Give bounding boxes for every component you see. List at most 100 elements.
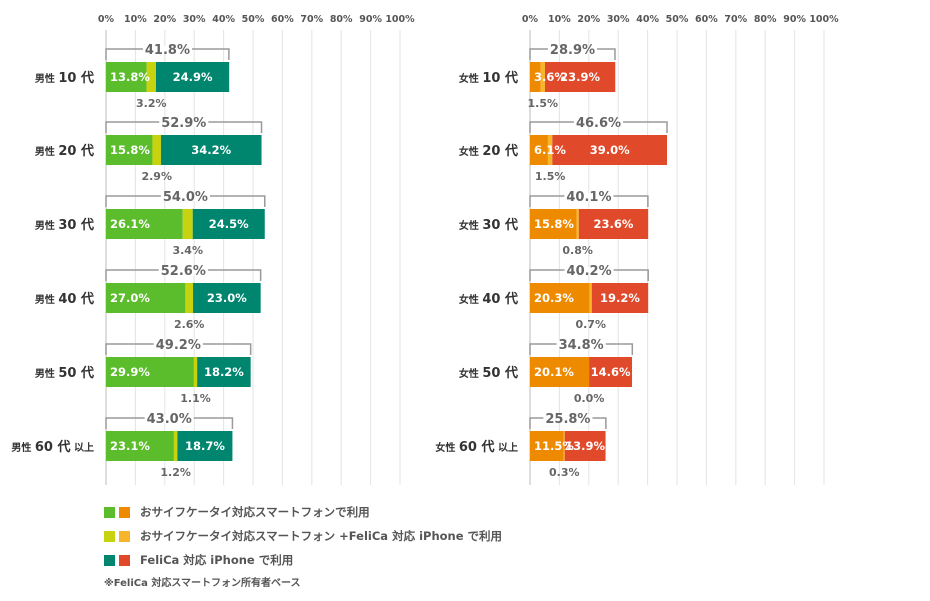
female-total-label: 34.8% xyxy=(559,338,604,353)
female-chart-panel: 0% 10% 20% 30% 40% 50% 60% 70% 80% 90% 100% 女性 10 代… xyxy=(435,14,839,485)
female-data-label: 39.0% xyxy=(590,143,630,157)
legend-swatch-female-smartphone xyxy=(119,506,130,518)
male-total-label-bg xyxy=(158,267,208,275)
male-total-label: 54.0% xyxy=(163,190,208,205)
female-bar-segment xyxy=(589,283,592,313)
female-bar-segment xyxy=(576,209,579,239)
male-bar-segment xyxy=(106,135,153,165)
male-bar-segment xyxy=(193,283,261,313)
male-category-label: 男性 40 代 xyxy=(35,291,94,307)
male-category-label: 男性 10 代 xyxy=(35,70,94,86)
female-x-tick-label: 80% xyxy=(754,14,777,25)
female-data-label: 14.6% xyxy=(591,365,631,379)
male-data-label: 18.2% xyxy=(204,365,244,379)
female-data-label: 6.1% xyxy=(534,143,566,157)
female-x-tick-label: 50% xyxy=(666,14,689,25)
male-x-tick-label: 30% xyxy=(183,14,206,25)
female-data-label: 3.6% xyxy=(534,70,566,84)
female-data-label: 13.9% xyxy=(565,439,605,453)
female-bar-segment xyxy=(530,209,577,239)
male-total-label-bg xyxy=(142,46,193,54)
male-x-tick-label: 70% xyxy=(300,14,323,25)
male-data-label: 24.9% xyxy=(173,70,213,84)
legend-swatch-male-both xyxy=(104,530,115,542)
male-x-tick-label: 20% xyxy=(153,14,176,25)
male-category-label: 男性 50 代 xyxy=(35,365,94,381)
legend-swatch-female-iphone xyxy=(119,554,130,566)
female-bar-segment xyxy=(589,357,633,387)
male-total-label: 52.6% xyxy=(161,264,206,279)
female-bar-segment xyxy=(530,135,548,165)
female-data-label: 23.6% xyxy=(594,217,634,231)
legend-swatch-male-iphone xyxy=(104,554,115,566)
female-total-label-bg xyxy=(564,193,614,201)
female-total-label: 28.9% xyxy=(550,43,595,58)
male-category-label: 男性 60 代 以上 xyxy=(11,439,94,455)
male-x-tick-label: 10% xyxy=(124,14,147,25)
female-data-label: 23.9% xyxy=(560,70,600,84)
female-total-label: 40.1% xyxy=(566,190,611,205)
male-data-label: 2.9% xyxy=(141,170,172,183)
female-data-label: 0.8% xyxy=(562,244,593,257)
female-bar-segment xyxy=(540,62,545,92)
male-bar-segment xyxy=(182,209,193,239)
male-data-label: 27.0% xyxy=(110,291,150,305)
female-total-label-bg xyxy=(556,341,606,349)
female-category-label: 女性 20 代 xyxy=(459,143,518,159)
legend-label-both: おサイフケータイ対応スマートフォン +FeliCa 対応 iPhone で利用 xyxy=(140,529,503,543)
female-x-tick-label: 0% xyxy=(522,14,539,25)
male-data-label: 34.2% xyxy=(191,143,231,157)
female-total-label-bg xyxy=(573,119,624,127)
male-data-label: 3.2% xyxy=(136,97,167,110)
female-x-tick-label: 70% xyxy=(724,14,747,25)
female-total-label: 40.2% xyxy=(567,264,612,279)
male-x-tick-label: 60% xyxy=(271,14,294,25)
female-data-label: 0.0% xyxy=(574,392,605,405)
male-data-label: 1.1% xyxy=(180,392,211,405)
male-bar-segment xyxy=(177,431,233,461)
male-bar-segment xyxy=(106,283,186,313)
male-category-label: 男性 30 代 xyxy=(35,217,94,233)
female-bar-segment xyxy=(547,135,553,165)
male-total-label: 43.0% xyxy=(147,412,192,427)
male-bar-segment xyxy=(193,357,198,387)
legend-label-smartphone: おサイフケータイ対応スマートフォンで利用 xyxy=(140,505,370,519)
legend-item-iphone: FeliCa 対応 iPhone で利用 xyxy=(104,548,502,572)
male-bar-segment xyxy=(173,431,178,461)
male-x-tick-label: 90% xyxy=(359,14,382,25)
legend: おサイフケータイ対応スマートフォンで利用 おサイフケータイ対応スマートフォン +… xyxy=(104,500,502,572)
female-x-tick-label: 30% xyxy=(607,14,630,25)
female-bar-segment xyxy=(578,209,649,239)
female-data-label: 11.5% xyxy=(534,439,574,453)
female-bar-segment xyxy=(544,62,616,92)
female-category-label: 女性 50 代 xyxy=(459,365,518,381)
male-x-tick-label: 50% xyxy=(242,14,265,25)
male-bar-segment xyxy=(106,62,147,92)
male-category-label: 男性 20 代 xyxy=(35,143,94,159)
male-total-label: 41.8% xyxy=(145,43,190,58)
male-x-tick-label: 0% xyxy=(98,14,115,25)
female-category-label: 女性 40 代 xyxy=(459,291,518,307)
male-total-label-bg xyxy=(153,341,203,349)
male-data-label: 24.5% xyxy=(209,217,249,231)
female-category-label: 女性 60 代 以上 xyxy=(435,439,518,455)
legend-swatch-female-both xyxy=(119,530,130,542)
male-bar-segment xyxy=(106,209,183,239)
female-total-label: 25.8% xyxy=(545,412,590,427)
male-total-label: 49.2% xyxy=(156,338,201,353)
footnote: ※FeliCa 対応スマートフォン所有者ベース xyxy=(104,578,301,589)
male-total-label-bg xyxy=(160,193,210,201)
legend-label-iphone: FeliCa 対応 iPhone で利用 xyxy=(140,553,294,567)
male-x-tick-label: 40% xyxy=(212,14,235,25)
female-x-tick-label: 60% xyxy=(695,14,718,25)
female-bar-segment xyxy=(563,431,565,461)
female-x-tick-label: 40% xyxy=(636,14,659,25)
male-total-label-bg xyxy=(159,119,209,127)
male-data-label: 26.1% xyxy=(110,217,150,231)
male-data-label: 13.8% xyxy=(110,70,150,84)
female-total-label-bg xyxy=(547,46,598,54)
female-data-label: 20.1% xyxy=(534,365,574,379)
male-data-label: 18.7% xyxy=(185,439,225,453)
legend-swatch-male-smartphone xyxy=(104,506,115,518)
